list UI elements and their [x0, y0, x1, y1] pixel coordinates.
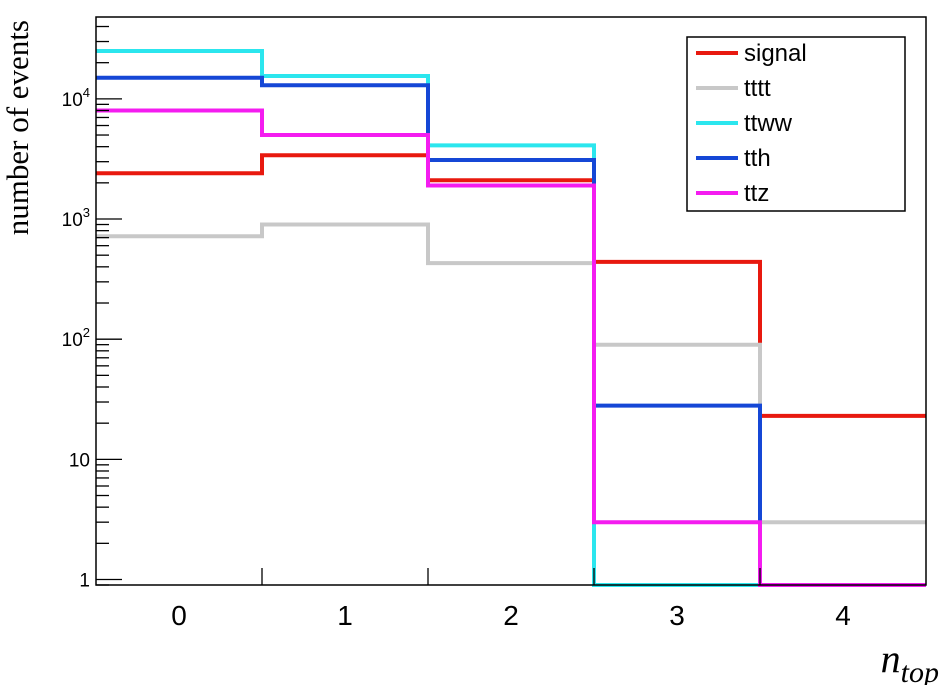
x-tick-label: 1 [337, 600, 353, 631]
plot-frame [95, 16, 927, 586]
x-tick-label: 4 [835, 600, 851, 631]
legend-label-ttz: ttz [744, 180, 769, 207]
x-axis-label: ntop [881, 636, 939, 685]
y-axis-label: number of events [0, 20, 35, 235]
legend-label-tth: tth [744, 145, 771, 172]
legend: signal tttt ttww tth ttz [686, 36, 906, 212]
y-tick-label: 10 [69, 450, 90, 471]
y-tick-label: 1 [79, 571, 90, 592]
y-tick-label: 103 [62, 205, 90, 231]
x-axis-label-subscript: top [901, 656, 939, 685]
x-axis-label-main: n [881, 636, 901, 681]
x-tick-label: 0 [171, 600, 187, 631]
x-tick-label: 2 [503, 600, 519, 631]
legend-label-signal: signal [744, 40, 807, 67]
series-line-tttt [96, 222, 926, 525]
y-tick-label: 104 [62, 85, 90, 111]
legend-label-ttww: ttww [744, 110, 793, 137]
x-tick-label: 3 [669, 600, 685, 631]
series-layer [96, 49, 926, 587]
y-tick-label: 102 [62, 325, 90, 351]
series-line-signal [96, 153, 926, 418]
series-line-ttz [96, 108, 926, 587]
legend-label-tttt: tttt [744, 75, 771, 102]
axes-layer [95, 16, 927, 586]
legend-entries: signal tttt ttww tth ttz [696, 40, 807, 207]
series-line-tth [96, 75, 926, 587]
tick-labels: 0 1 2 3 4 1 10 102 103 104 [62, 85, 851, 631]
